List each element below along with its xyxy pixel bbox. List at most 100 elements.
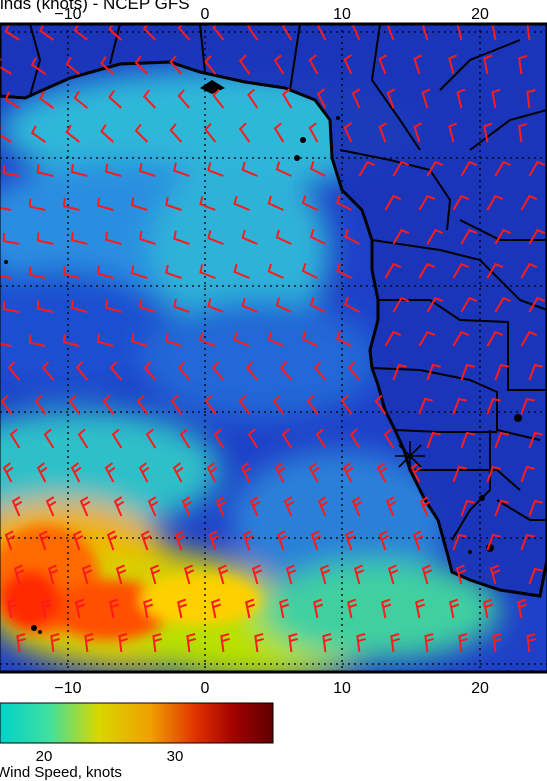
wind-barb — [376, 462, 388, 483]
wind-barb — [374, 394, 387, 415]
wind-barb — [13, 564, 25, 585]
wind-barb — [152, 633, 162, 653]
wind-barb — [102, 394, 115, 415]
wind-barb — [72, 530, 84, 551]
wind-barb — [104, 299, 122, 313]
wind-barb — [233, 331, 250, 347]
colorbar — [0, 702, 274, 744]
wind-barb — [0, 58, 12, 75]
wind-barb — [275, 161, 292, 177]
wind-barb — [206, 462, 218, 483]
bottom-lon-tick: 20 — [471, 680, 489, 697]
wind-barb — [335, 330, 352, 347]
wind-barb — [139, 299, 156, 313]
wind-barb — [106, 530, 118, 551]
wind-barb — [109, 361, 123, 381]
wind-barb — [233, 263, 250, 279]
wind-barb — [238, 122, 251, 143]
wind-barb — [458, 633, 468, 653]
wind-barb — [449, 598, 460, 619]
wind-barb — [7, 361, 21, 381]
wind-barb — [84, 633, 94, 653]
wind-barb — [68, 394, 81, 415]
colorbar-gradient — [0, 702, 274, 744]
wind-barb — [316, 88, 327, 109]
wind-barb — [77, 428, 89, 449]
wind-barb — [378, 54, 387, 75]
wind-barb — [301, 263, 318, 279]
wind-barb — [520, 465, 535, 483]
wind-barb — [240, 462, 252, 483]
wind-barb — [317, 496, 329, 517]
wind-barb — [65, 124, 81, 143]
wind-barb — [39, 24, 54, 41]
wind-barb — [426, 160, 444, 177]
wind-barb — [421, 88, 431, 109]
wind-barb — [0, 342, 12, 347]
wind-barb — [36, 232, 54, 245]
wind-barb — [392, 160, 410, 177]
wind-barb — [349, 428, 361, 449]
wind-barb — [494, 499, 509, 517]
wind-barb — [204, 55, 217, 75]
wind-barb — [134, 123, 149, 143]
wind-barb — [385, 496, 397, 517]
wind-barb — [212, 24, 225, 41]
station-asterisk — [395, 441, 425, 471]
wind-barb — [275, 229, 292, 245]
wind-barb — [142, 89, 157, 109]
top-lon-axis: −10 0 10 20 — [54, 6, 489, 23]
wind-barb — [30, 57, 46, 75]
wind-barb — [308, 54, 319, 75]
wind-barb — [494, 296, 512, 313]
wind-barb — [4, 24, 20, 41]
wind-barb — [343, 54, 353, 75]
wind-barb — [254, 633, 264, 653]
wind-barb — [460, 160, 478, 177]
wind-barb — [491, 88, 501, 109]
wind-barb — [313, 361, 327, 381]
bottom-lon-axis: −10 0 10 20 — [54, 680, 489, 697]
wind-barb — [392, 296, 410, 313]
bottom-lon-tick: 0 — [201, 680, 210, 697]
wind-barb — [143, 361, 157, 381]
wind-barb — [315, 428, 327, 449]
wind-barb — [96, 265, 114, 279]
wind-barb — [316, 24, 327, 41]
wind-barb — [275, 297, 292, 313]
wind-barb — [285, 564, 297, 585]
wind-barb — [75, 361, 89, 381]
wind-barb — [199, 264, 216, 279]
wind-barb — [448, 54, 458, 75]
wind-barb — [173, 230, 190, 245]
wind-barb — [288, 633, 298, 653]
wind-barb — [322, 633, 332, 653]
wind-barb — [384, 330, 402, 347]
wind-barb — [452, 194, 470, 211]
wind-barb — [267, 331, 284, 347]
wind-barb — [169, 123, 183, 143]
wind-barb — [281, 24, 293, 41]
wind-barb — [177, 89, 191, 109]
wind-barb — [383, 428, 395, 449]
wind-barb — [526, 89, 536, 109]
wind-barb — [460, 363, 475, 381]
wind-barb — [267, 263, 284, 279]
wind-barb — [347, 598, 358, 619]
wind-barb — [39, 91, 54, 109]
wind-barb — [81, 564, 93, 585]
wind-barb — [34, 394, 47, 415]
wind-barb — [452, 397, 467, 415]
wind-barb — [392, 363, 407, 381]
wind-barb — [9, 428, 21, 449]
wind-barb — [483, 598, 494, 619]
wind-barb — [413, 54, 423, 75]
wind-barb — [272, 394, 285, 415]
wind-barb — [418, 397, 433, 415]
wind-barb — [136, 394, 149, 415]
wind-barb — [452, 533, 467, 551]
wind-barb — [251, 564, 263, 585]
wind-barb — [173, 162, 190, 177]
wind-barb — [96, 333, 114, 347]
wind-barb — [143, 598, 154, 619]
